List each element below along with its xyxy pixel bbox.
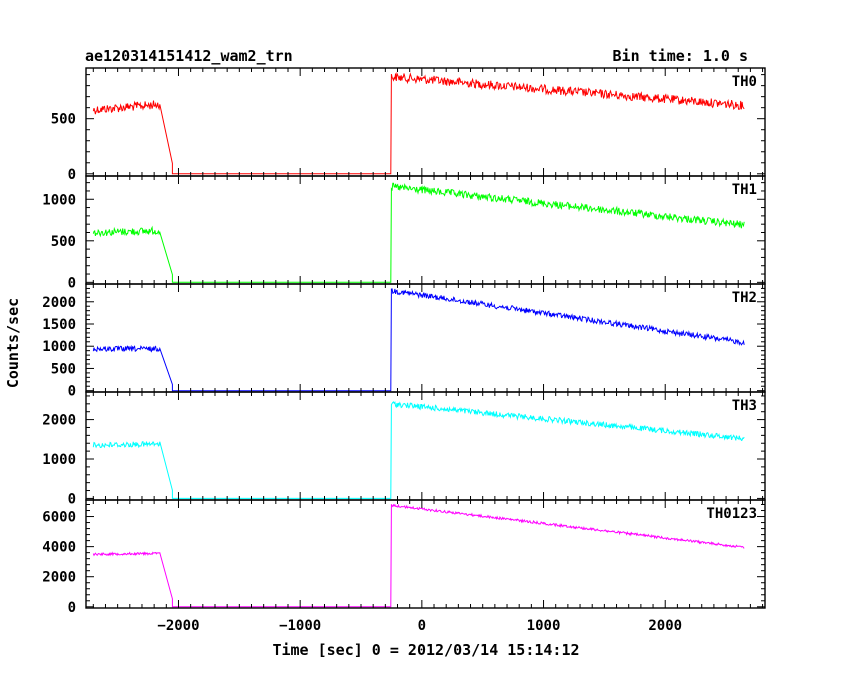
bin-time-label: Bin time: 1.0 s	[613, 47, 748, 65]
panel-th0: 0 500 TH0	[51, 67, 766, 183]
panel-name-label: TH0123	[706, 506, 757, 522]
y-tick-label: 4000	[42, 540, 76, 556]
panel-name-label: TH2	[732, 290, 757, 306]
y-tick-label: 0	[68, 384, 76, 400]
panel-frame	[85, 67, 766, 177]
panel-th1: 0 500 1000 TH1	[42, 175, 766, 291]
x-tick-label: −2000	[157, 618, 199, 634]
x-tick-label: 2000	[648, 618, 682, 634]
y-tick-label: 0	[68, 491, 76, 507]
y-tick-label: 1000	[42, 452, 76, 468]
x-tick-label: 0	[418, 618, 426, 634]
y-tick-label: 1000	[42, 192, 76, 208]
x-tick-label: 1000	[527, 618, 561, 634]
y-tick-label: 2000	[42, 295, 76, 311]
y-tick-label: 1500	[42, 317, 76, 333]
y-tick-label: 1000	[42, 339, 76, 355]
y-tick-label: 0	[68, 275, 76, 291]
y-tick-label: 2000	[42, 570, 76, 586]
y-tick-label: 0	[68, 167, 76, 183]
panel-name-label: TH3	[732, 398, 757, 414]
panel-th2: 0 500 1000 1500 2000 TH2	[42, 283, 766, 400]
series-line-th3	[92, 401, 745, 499]
y-tick-label: 2000	[42, 413, 76, 429]
panel-frame	[85, 283, 766, 393]
series-line-th2	[92, 288, 745, 392]
y-tick-label: 500	[51, 112, 76, 128]
series-line-th0	[92, 71, 745, 175]
y-tick-label: 0	[68, 600, 76, 616]
panel-name-label: TH0	[732, 74, 757, 90]
x-axis-label: Time [sec] 0 = 2012/03/14 15:14:12	[272, 641, 579, 659]
series-line-th1	[92, 182, 745, 283]
chart-title: ae120314151412_wam2_trn	[85, 47, 293, 65]
y-tick-label: 6000	[42, 510, 76, 526]
panel-th3: 0 1000 2000 TH3	[42, 391, 766, 507]
y-axis-label: Counts/sec	[4, 298, 22, 388]
y-tick-label: 500	[51, 361, 76, 377]
x-tick-label: −1000	[279, 618, 321, 634]
panel-frame	[85, 499, 766, 609]
panels-layer: 0 500 TH0 0 500 1000 TH1 0 500 1000 1500 2000 TH2 0 10…	[42, 67, 766, 634]
panel-th0123: 0 2000 4000 6000 TH0123	[42, 499, 766, 616]
panel-name-label: TH1	[732, 182, 757, 198]
series-line-th0123	[92, 503, 745, 608]
y-tick-label: 500	[51, 234, 76, 250]
